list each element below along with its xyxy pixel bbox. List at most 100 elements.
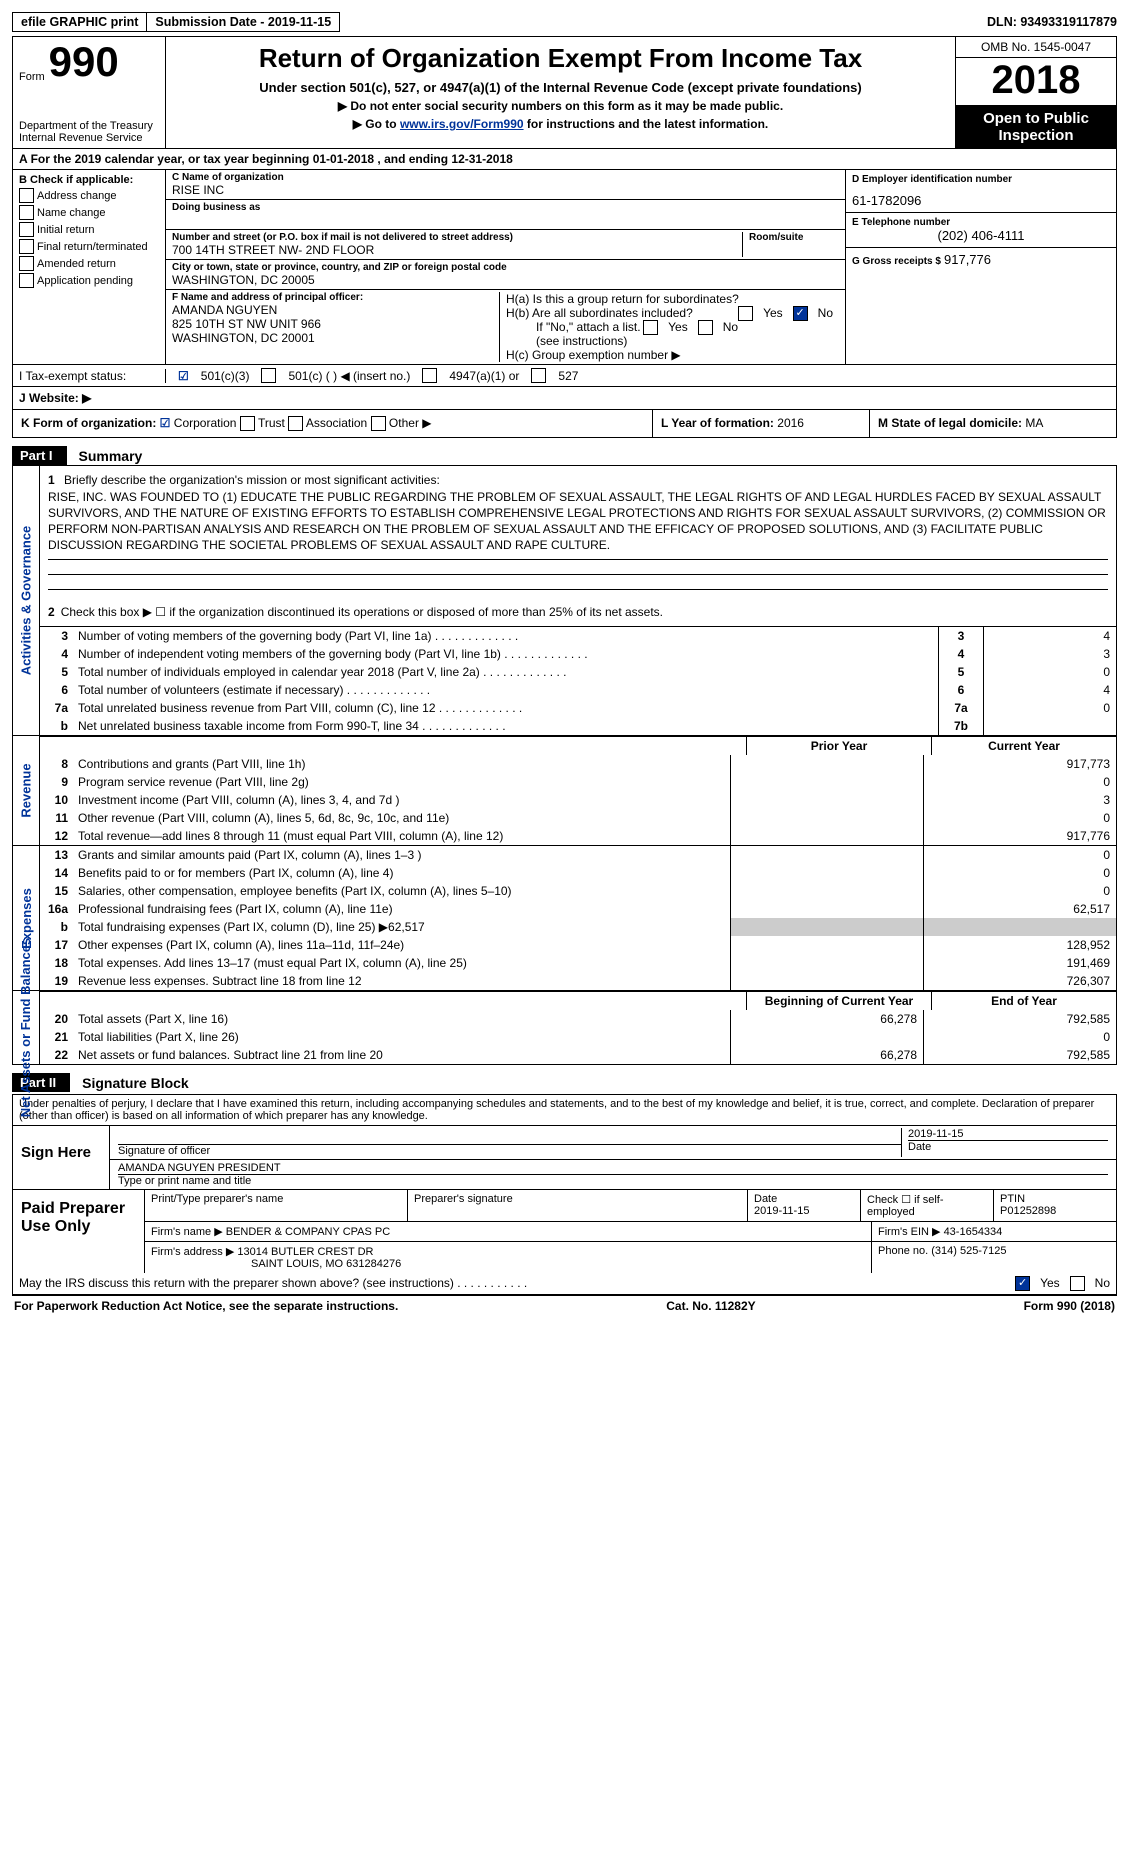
checkbox-amended-return[interactable]: Amended return: [19, 256, 159, 271]
table-row: 10Investment income (Part VIII, column (…: [40, 791, 1116, 809]
tax-year-range: A For the 2019 calendar year, or tax yea…: [12, 149, 1117, 170]
ein-value: 61-1782096: [852, 193, 1110, 208]
check-4947[interactable]: [422, 368, 437, 383]
table-row: 14Benefits paid to or for members (Part …: [40, 864, 1116, 882]
paid-preparer-label: Paid Preparer Use Only: [13, 1190, 145, 1273]
summary-row: bNet unrelated business taxable income f…: [40, 717, 1116, 735]
gross-value: 917,776: [944, 252, 991, 267]
checkbox-name-change[interactable]: Name change: [19, 205, 159, 220]
officer-addr2: WASHINGTON, DC 20001: [172, 331, 499, 345]
form-subtitle: Under section 501(c), 527, or 4947(a)(1)…: [176, 80, 945, 95]
line2-text: Check this box ▶ ☐ if the organization d…: [61, 605, 663, 619]
h-c-label: H(c) Group exemption number ▶: [506, 348, 833, 362]
summary-row: 3Number of voting members of the governi…: [40, 627, 1116, 645]
ptin-value: P01252898: [1000, 1205, 1056, 1217]
firm-addr1: 13014 BUTLER CREST DR: [237, 1246, 373, 1258]
open-to-public: Open to Public Inspection: [956, 106, 1116, 148]
table-row: 17Other expenses (Part IX, column (A), l…: [40, 936, 1116, 954]
netassets-vlabel: Net Assets or Fund Balances: [19, 938, 34, 1117]
activities-governance-block: Activities & Governance 1 Briefly descri…: [12, 465, 1117, 736]
signature-label: Signature of officer: [118, 1145, 901, 1157]
table-row: 12Total revenue—add lines 8 through 11 (…: [40, 827, 1116, 845]
officer-addr1: 825 10TH ST NW UNIT 966: [172, 317, 499, 331]
summary-row: 7aTotal unrelated business revenue from …: [40, 699, 1116, 717]
name-title-label: Type or print name and title: [118, 1175, 1108, 1187]
dba-label: Doing business as: [172, 202, 839, 213]
summary-row: 5Total number of individuals employed in…: [40, 663, 1116, 681]
form-title: Return of Organization Exempt From Incom…: [176, 43, 945, 74]
check-527[interactable]: [531, 368, 546, 383]
catalog-number: Cat. No. 11282Y: [666, 1299, 755, 1313]
table-row: 9Program service revenue (Part VIII, lin…: [40, 773, 1116, 791]
top-bar: efile GRAPHIC print Submission Date - 20…: [12, 12, 1117, 32]
table-row: 13Grants and similar amounts paid (Part …: [40, 846, 1116, 864]
firm-name: BENDER & COMPANY CPAS PC: [226, 1226, 390, 1238]
self-employed-check[interactable]: Check ☐ if self-employed: [861, 1190, 994, 1221]
sign-here-label: Sign Here: [13, 1126, 110, 1189]
preparer-date: 2019-11-15: [754, 1205, 809, 1217]
gross-label: G Gross receipts $: [852, 256, 941, 267]
checkbox-final-return[interactable]: Final return/terminated: [19, 239, 159, 254]
current-year-header: Current Year: [931, 737, 1116, 755]
form-number: 990: [49, 41, 119, 83]
officer-label: F Name and address of principal officer:: [172, 292, 499, 303]
irs-link[interactable]: www.irs.gov/Form990: [400, 117, 524, 131]
table-row: 8Contributions and grants (Part VIII, li…: [40, 755, 1116, 773]
checkbox-application-pending[interactable]: Application pending: [19, 273, 159, 288]
table-row: 16aProfessional fundraising fees (Part I…: [40, 900, 1116, 918]
revenue-vlabel: Revenue: [19, 764, 34, 818]
org-name-label: C Name of organization: [172, 172, 839, 183]
perjury-statement: Under penalties of perjury, I declare th…: [13, 1095, 1116, 1126]
end-year-header: End of Year: [931, 992, 1116, 1010]
table-row: bTotal fundraising expenses (Part IX, co…: [40, 918, 1116, 936]
begin-year-header: Beginning of Current Year: [746, 992, 931, 1010]
mission-text: RISE, INC. WAS FOUNDED TO (1) EDUCATE TH…: [48, 490, 1106, 553]
revenue-block: Revenue Prior YearCurrent Year 8Contribu…: [12, 736, 1117, 846]
check-501c3[interactable]: ☑: [178, 369, 189, 383]
officer-name-title: AMANDA NGUYEN PRESIDENT: [118, 1162, 1108, 1175]
identification-block: B Check if applicable: Address change Na…: [12, 170, 1117, 365]
part-2-header: Part II Signature Block: [12, 1073, 1117, 1092]
website-row: J Website: ▶: [12, 387, 1117, 410]
city-label: City or town, state or province, country…: [172, 262, 839, 273]
submission-box: Submission Date - 2019-11-15: [147, 12, 340, 32]
pra-notice: For Paperwork Reduction Act Notice, see …: [14, 1299, 398, 1313]
officer-name: AMANDA NGUYEN: [172, 303, 499, 317]
prior-year-header: Prior Year: [746, 737, 931, 755]
section-b-label: B Check if applicable:: [19, 174, 159, 186]
instr-goto: Go to www.irs.gov/Form990 for instructio…: [176, 117, 945, 131]
form-word: Form: [19, 71, 45, 83]
table-row: 18Total expenses. Add lines 13–17 (must …: [40, 954, 1116, 972]
page-footer: For Paperwork Reduction Act Notice, see …: [12, 1295, 1117, 1316]
summary-row: 4Number of independent voting members of…: [40, 645, 1116, 663]
table-row: 11Other revenue (Part VIII, column (A), …: [40, 809, 1116, 827]
tax-year: 2018: [956, 58, 1116, 106]
ein-label: D Employer identification number: [852, 174, 1110, 185]
activities-governance-label: Activities & Governance: [19, 526, 34, 676]
firm-phone: (314) 525-7125: [931, 1245, 1006, 1257]
form-ref: Form 990 (2018): [1024, 1299, 1115, 1313]
signature-date: 2019-11-15: [908, 1128, 1108, 1141]
omb-number: OMB No. 1545-0047: [956, 37, 1116, 58]
mission-intro: Briefly describe the organization's miss…: [64, 473, 440, 487]
address-label: Number and street (or P.O. box if mail i…: [172, 232, 742, 243]
checkbox-address-change[interactable]: Address change: [19, 188, 159, 203]
netassets-block: Net Assets or Fund Balances Beginning of…: [12, 991, 1117, 1065]
address-value: 700 14TH STREET NW- 2ND FLOOR: [172, 243, 742, 257]
tax-exempt-status-row: I Tax-exempt status: ☑501(c)(3) 501(c) (…: [12, 365, 1117, 387]
agency-line2: Internal Revenue Service: [19, 132, 143, 144]
firm-ein: 43-1654334: [944, 1226, 1003, 1238]
preparer-sig-label: Preparer's signature: [408, 1190, 748, 1221]
instr-ssn: Do not enter social security numbers on …: [176, 99, 945, 113]
expenses-block: Expenses 13Grants and similar amounts pa…: [12, 846, 1117, 991]
table-row: 15Salaries, other compensation, employee…: [40, 882, 1116, 900]
check-501c[interactable]: [261, 368, 276, 383]
checkbox-initial-return[interactable]: Initial return: [19, 222, 159, 237]
table-row: 22Net assets or fund balances. Subtract …: [40, 1046, 1116, 1064]
dln-label: DLN: 93493319117879: [987, 15, 1117, 29]
firm-addr2: SAINT LOUIS, MO 631284276: [151, 1258, 401, 1270]
efile-box: efile GRAPHIC print: [12, 12, 147, 32]
klm-row: K Form of organization: ☑ Corporation Tr…: [12, 410, 1117, 438]
preparer-name-label: Print/Type preparer's name: [145, 1190, 408, 1221]
date-label: Date: [908, 1141, 1108, 1153]
